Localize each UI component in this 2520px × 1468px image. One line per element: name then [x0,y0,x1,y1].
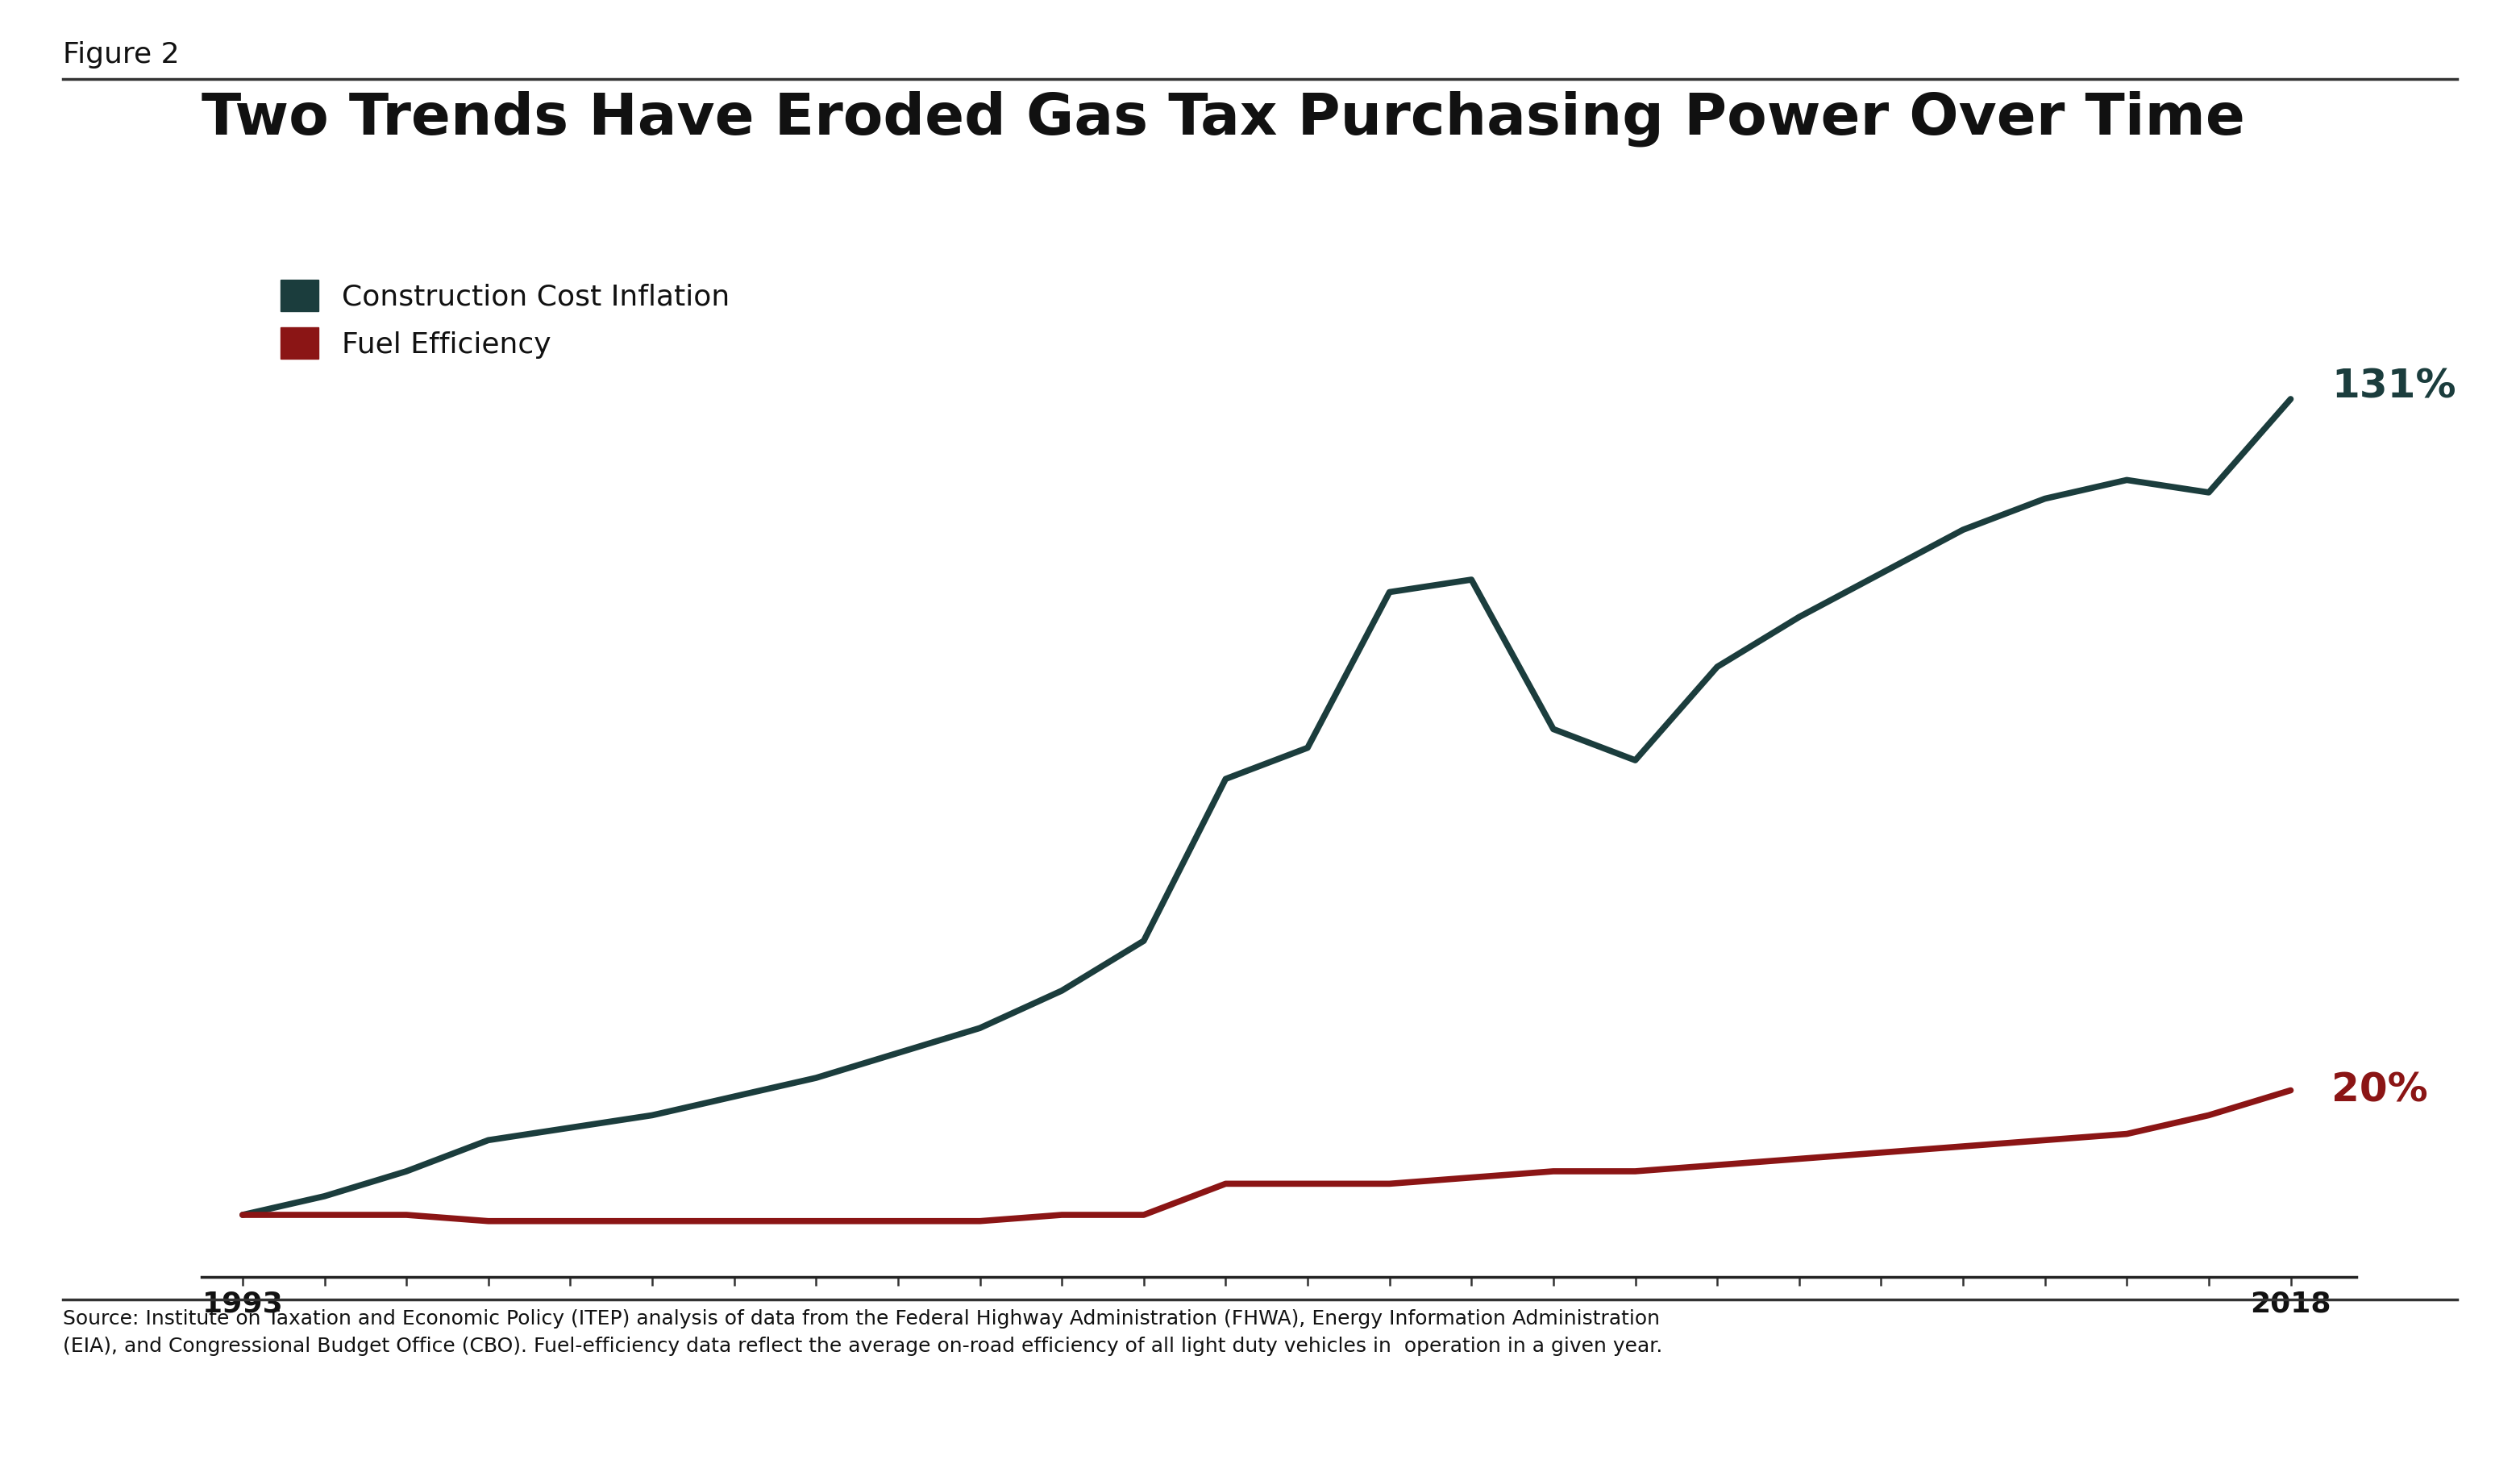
Legend: Construction Cost Inflation, Fuel Efficiency: Construction Cost Inflation, Fuel Effici… [280,279,731,360]
Text: 20%: 20% [2331,1072,2429,1110]
Text: 131%: 131% [2331,367,2457,407]
Text: Two Trends Have Eroded Gas Tax Purchasing Power Over Time: Two Trends Have Eroded Gas Tax Purchasin… [202,91,2245,147]
Text: Source: Institute on Taxation and Economic Policy (ITEP) analysis of data from t: Source: Institute on Taxation and Econom… [63,1309,1663,1356]
Text: Figure 2: Figure 2 [63,41,179,69]
